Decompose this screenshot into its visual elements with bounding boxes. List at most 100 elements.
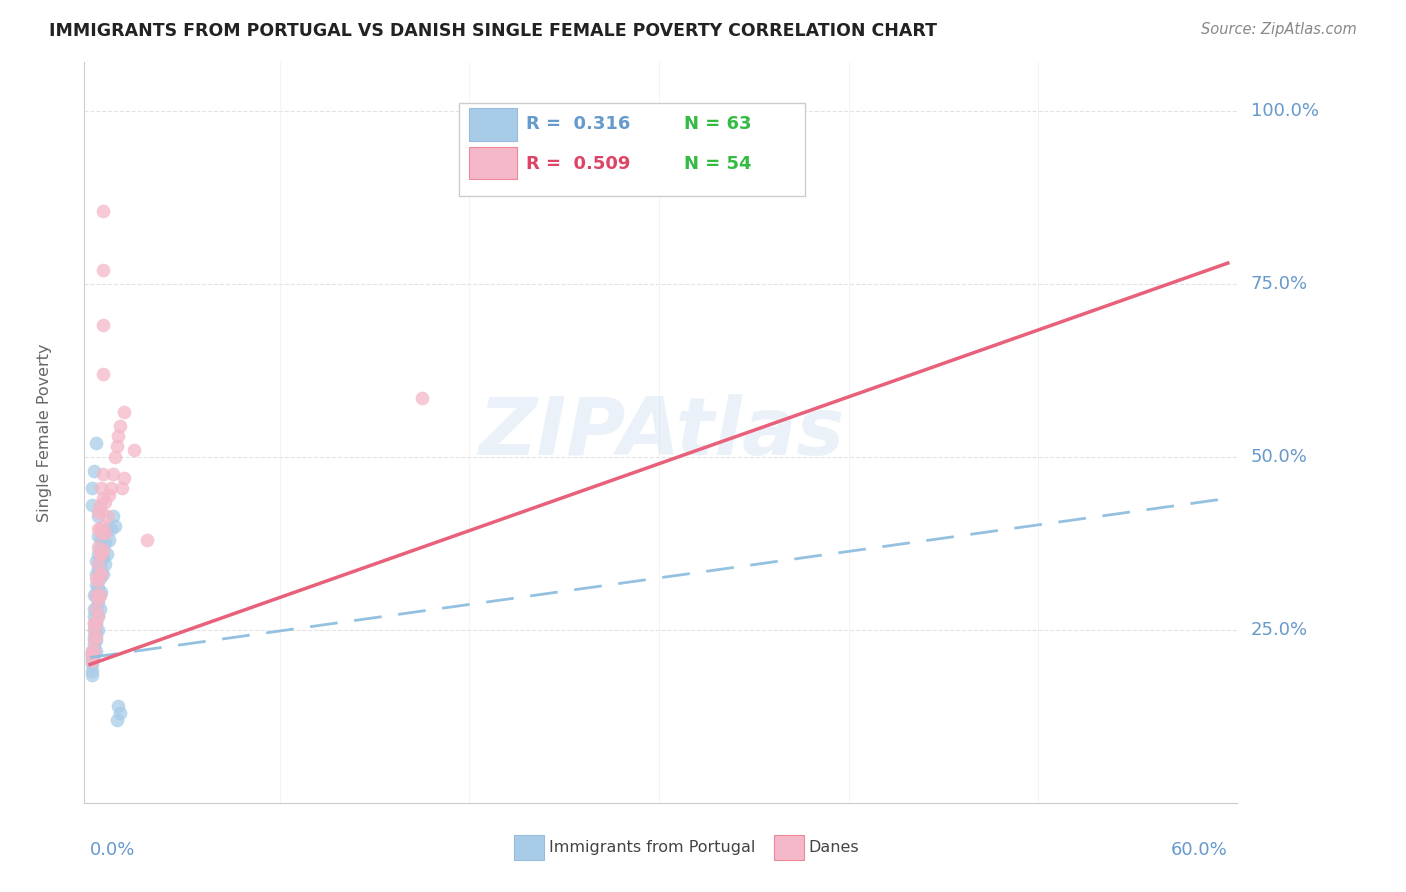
Point: [83, 609, 105, 624]
Point: [84, 643, 107, 657]
Point: [84, 602, 107, 616]
Text: R =  0.316: R = 0.316: [526, 115, 630, 133]
Point: [84, 588, 107, 602]
Point: [122, 442, 145, 457]
Point: [110, 706, 132, 720]
FancyBboxPatch shape: [460, 103, 806, 195]
Point: [112, 470, 135, 484]
Point: [90, 547, 112, 561]
Point: [86, 505, 108, 519]
Point: [86, 609, 108, 624]
Point: [89, 498, 111, 512]
Point: [86, 623, 108, 637]
Point: [83, 633, 105, 648]
Point: [101, 467, 124, 482]
Point: [86, 591, 108, 606]
Point: [89, 540, 111, 554]
Point: [90, 567, 112, 582]
Point: [83, 623, 105, 637]
Text: R =  0.509: R = 0.509: [526, 155, 630, 173]
Point: [84, 633, 107, 648]
Point: [84, 436, 107, 450]
Point: [83, 588, 105, 602]
Point: [84, 602, 107, 616]
Text: 0.0%: 0.0%: [90, 841, 135, 859]
Point: [91, 467, 114, 482]
Point: [84, 578, 107, 592]
Point: [91, 491, 114, 506]
Point: [107, 429, 129, 443]
Point: [86, 582, 108, 596]
Point: [96, 547, 118, 561]
Point: [90, 567, 112, 582]
Point: [89, 571, 111, 585]
Point: [89, 547, 111, 561]
Text: N = 54: N = 54: [683, 155, 751, 173]
Point: [83, 647, 105, 661]
Point: [111, 481, 134, 495]
Point: [83, 643, 105, 657]
Point: [89, 567, 111, 582]
Point: [90, 481, 112, 495]
Point: [84, 626, 107, 640]
Point: [80, 647, 103, 661]
Point: [89, 588, 111, 602]
Point: [80, 647, 103, 661]
Text: 50.0%: 50.0%: [1250, 448, 1308, 466]
Point: [80, 657, 103, 672]
Point: [101, 508, 124, 523]
Text: 100.0%: 100.0%: [1250, 102, 1319, 120]
Point: [91, 550, 114, 565]
Point: [98, 488, 121, 502]
Point: [91, 263, 114, 277]
Point: [89, 523, 111, 537]
Point: [86, 523, 108, 537]
Text: 25.0%: 25.0%: [1250, 621, 1308, 639]
Point: [84, 567, 107, 582]
Point: [80, 650, 103, 665]
Point: [84, 615, 107, 630]
Point: [86, 595, 108, 609]
Point: [104, 450, 127, 464]
Point: [84, 630, 107, 644]
Point: [83, 464, 105, 478]
Point: [91, 318, 114, 333]
Point: [80, 667, 103, 681]
Point: [86, 547, 108, 561]
Point: [96, 523, 118, 537]
Text: 75.0%: 75.0%: [1250, 275, 1308, 293]
Point: [91, 529, 114, 543]
Point: [80, 650, 103, 665]
FancyBboxPatch shape: [515, 835, 544, 860]
Point: [83, 630, 105, 644]
FancyBboxPatch shape: [470, 108, 517, 141]
Point: [96, 508, 118, 523]
Point: [80, 498, 103, 512]
Point: [91, 367, 114, 381]
Point: [100, 481, 122, 495]
Point: [105, 440, 128, 454]
Text: Source: ZipAtlas.com: Source: ZipAtlas.com: [1201, 22, 1357, 37]
Text: Single Female Poverty: Single Female Poverty: [37, 343, 52, 522]
Text: ZIPAtlas: ZIPAtlas: [478, 393, 844, 472]
Point: [94, 525, 117, 540]
Point: [80, 643, 103, 657]
Point: [86, 540, 108, 554]
Point: [80, 647, 103, 661]
Point: [90, 525, 112, 540]
Point: [94, 495, 117, 509]
Point: [91, 519, 114, 533]
Point: [104, 519, 127, 533]
Text: Immigrants from Portugal: Immigrants from Portugal: [548, 839, 755, 855]
Point: [86, 560, 108, 574]
Point: [90, 584, 112, 599]
Point: [80, 647, 103, 661]
Point: [105, 713, 128, 727]
Point: [91, 567, 114, 582]
Point: [89, 602, 111, 616]
Point: [84, 554, 107, 568]
Point: [91, 204, 114, 219]
Text: Danes: Danes: [808, 839, 859, 855]
Point: [90, 550, 112, 565]
Point: [112, 405, 135, 419]
